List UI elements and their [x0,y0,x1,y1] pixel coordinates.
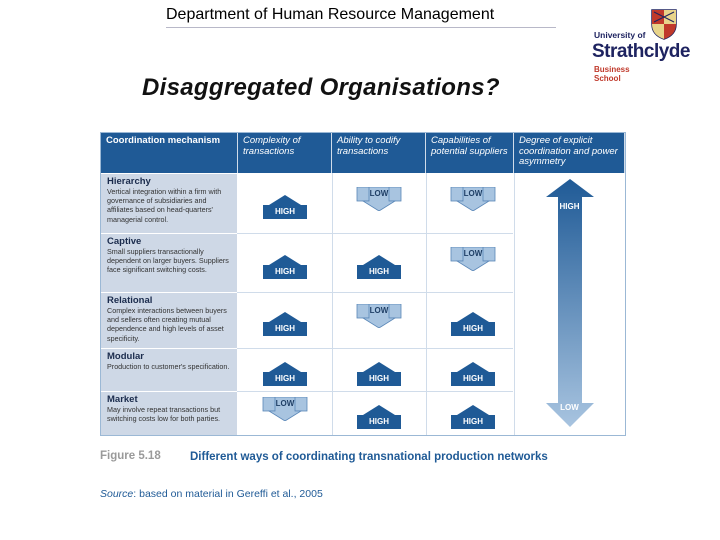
high-arrow-icon: HIGH [257,254,313,279]
low-arrow-icon: LOW [445,187,501,211]
arrow-label: LOW [463,248,483,258]
arrow-label: HIGH [275,207,295,216]
row-description: Production to customer's specification. [107,362,230,371]
grid-row-divider [237,233,513,234]
header-coordination: Coordination mechanism [101,133,238,173]
row-label-modular: Modular Production to customer's specific… [101,348,237,391]
logo-line-2: Strathclyde [592,41,690,62]
grid-row-divider [237,391,513,392]
department-header: Department of Human Resource Management [0,0,720,32]
row-description: Vertical integration within a firm with … [107,187,222,224]
high-arrow-icon: HIGH [257,361,313,386]
grid-row-divider [237,292,513,293]
arrow-label: HIGH [463,417,483,426]
figure-label: Figure 5.18 [100,450,161,462]
header-coordination-power: Degree of explicit coordination and powe… [514,133,625,173]
arrow-label: HIGH [369,373,389,383]
row-description: Small suppliers transactionally dependen… [107,247,229,275]
row-name: Captive [107,236,142,247]
arrow-label: LOW [369,189,389,198]
grid-column-divider [332,173,333,435]
header-rule [166,27,556,28]
header-complexity: Complexity of transactions [238,133,332,173]
crest-icon [651,9,677,40]
high-arrow-icon: HIGH [445,312,501,336]
slide-title: Disaggregated Organisations? [142,74,500,101]
arrow-label: HIGH [463,373,483,383]
row-name: Modular [107,351,144,362]
source-label: Source [100,488,134,500]
arrow-label: HIGH [463,324,483,333]
row-label-captive: Captive Small suppliers transactionally d… [101,233,237,292]
high-arrow-icon: HIGH [351,254,407,279]
scale-bottom-label: LOW [560,403,579,412]
low-arrow-icon: LOW [257,397,313,421]
grid-column-divider [426,173,427,435]
logo-line-3: Business School [594,65,630,83]
arrow-label: LOW [463,189,483,198]
arrow-label: HIGH [275,266,295,276]
row-description: May involve repeat transactions but swit… [107,405,221,424]
high-arrow-icon: HIGH [257,195,313,219]
high-arrow-icon: HIGH [445,405,501,429]
row-description: Complex interactions between buyers and … [107,306,227,343]
arrow-label: HIGH [369,266,389,276]
row-name: Relational [107,295,153,306]
row-name: Hierarchy [107,176,151,187]
low-arrow-icon: LOW [351,304,407,328]
power-asymmetry-arrow-icon: HIGH LOW [544,179,596,427]
arrow-label: HIGH [369,417,389,426]
coordination-table: Coordination mechanism Complexity of tra… [100,132,626,436]
figure-caption-text: Different ways of coordinating transnati… [190,451,548,463]
header-codify: Ability to codify transactions [332,133,426,173]
high-arrow-icon: HIGH [257,312,313,336]
university-logo: University of Strathclyde Business Schoo… [592,4,716,86]
logo-line-1: University of [594,30,646,40]
row-label-relational: Relational Complex interactions between b… [101,292,237,348]
high-arrow-icon: HIGH [445,361,501,386]
row-label-market: Market May involve repeat transactions bu… [101,391,237,435]
high-arrow-icon: HIGH [351,361,407,386]
logo-school: School [594,74,621,83]
row-name: Market [107,394,138,405]
grid-column-divider [514,173,515,435]
department-title: Department of Human Resource Management [166,6,495,23]
arrow-label: HIGH [275,373,295,383]
header-capabilities: Capabilities of potential suppliers [426,133,514,173]
figure-source: Source: based on material in Gereffi et … [100,488,323,500]
arrow-label: LOW [275,399,295,408]
low-arrow-icon: LOW [351,187,407,211]
logo-business: Business [594,65,630,74]
grid-row-divider [237,348,513,349]
scale-top-label: HIGH [559,202,580,211]
arrow-label: HIGH [275,324,295,333]
high-arrow-icon: HIGH [351,405,407,429]
low-arrow-icon: LOW [445,246,501,271]
arrow-label: LOW [369,306,389,315]
source-text: : based on material in Gereffi et al., 2… [133,488,323,500]
row-label-hierarchy: Hierarchy Vertical integration within a f… [101,173,237,233]
